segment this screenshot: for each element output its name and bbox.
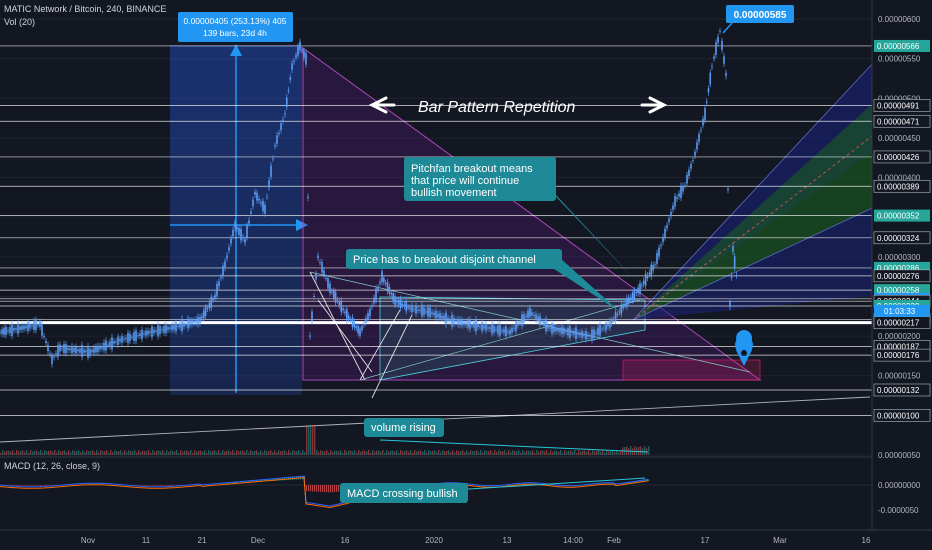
macd-tick-label: -0.0000050 xyxy=(878,506,919,515)
price-level-label: 0.00000566 xyxy=(877,42,920,51)
price-tick-label: 0.00000400 xyxy=(878,174,921,183)
price-tick-label: 0.00000150 xyxy=(878,372,921,381)
volume-indicator-label: Vol (20) xyxy=(4,17,35,27)
candles xyxy=(0,27,738,368)
disjoint-callout-text: Price has to breakout disjoint channel xyxy=(353,254,536,266)
time-tick-label: 16 xyxy=(862,536,871,545)
volume-callout-text: volume rising xyxy=(371,422,436,434)
target-zone xyxy=(622,359,761,381)
time-tick-label: 17 xyxy=(701,536,710,545)
price-level-label: 0.00000176 xyxy=(877,351,920,360)
measure-label[interactable]: 0.00000405 (253.13%) 405 139 bars, 23d 4… xyxy=(178,12,293,42)
macd-tick-label: 0.00000000 xyxy=(878,481,921,490)
macd-callout-box xyxy=(340,483,468,503)
price-level-label: 0.00000258 xyxy=(877,286,920,295)
measure-label-line1: 0.00000405 (253.13%) 405 xyxy=(183,16,286,26)
macd-indicator-label: MACD (12, 26, close, 9) xyxy=(4,461,100,471)
price-tick-label: 0.00000200 xyxy=(878,332,921,341)
price-level-label: 0.00000187 xyxy=(877,342,920,351)
disjoint-callout-box xyxy=(346,249,562,269)
peak-label[interactable]: 0.00000585 xyxy=(722,5,794,34)
countdown-badge xyxy=(874,304,930,317)
time-tick-label: 11 xyxy=(142,536,151,545)
fan-median xyxy=(632,129,881,321)
price-level-badge xyxy=(873,348,931,362)
time-tick-label: Nov xyxy=(81,536,95,545)
fan-green xyxy=(633,50,932,320)
macd-axis: 0.00000000 -0.0000050 xyxy=(878,481,921,515)
measure-label-line2: 139 bars, 23d 4h xyxy=(203,28,267,38)
price-level-label: 0.00000132 xyxy=(877,386,920,395)
countdown-label: 01:03:33 xyxy=(884,307,916,316)
time-axis[interactable]: Nov 11 21 Dec 16 2020 13 14:00 Feb 17 Mar 16 xyxy=(81,536,871,545)
price-tick-label: 0.00000500 xyxy=(878,94,921,103)
price-level-badge xyxy=(873,150,931,164)
price-level-badge xyxy=(873,383,931,397)
price-level-badge xyxy=(873,99,931,112)
diag-line-d xyxy=(371,314,413,399)
peak-label-text: 0.00000585 xyxy=(734,10,787,21)
macd-callout-text: MACD crossing bullish xyxy=(347,488,458,500)
price-level-label: 0.00000324 xyxy=(877,234,920,243)
pitchfan-callout[interactable]: Pitchfan breakout means that price will c… xyxy=(404,157,640,285)
pitchfan-callout-pointer xyxy=(540,180,640,285)
volume-callout[interactable]: volume rising xyxy=(364,418,444,437)
peak-label-box xyxy=(726,5,794,23)
pitch-line-2 xyxy=(359,299,641,381)
price-level-label: 0.00000471 xyxy=(877,117,920,126)
price-level-label: 0.00000286 xyxy=(877,264,920,273)
pitchfan-callout-text: Pitchfan breakout means that price will c… xyxy=(411,163,533,199)
price-tick-label: 0.00000450 xyxy=(878,134,921,143)
price-level-badge xyxy=(873,114,931,128)
time-tick-label: 13 xyxy=(503,536,512,545)
price-level-label: 0.00000426 xyxy=(877,153,920,162)
bar-pattern-annotation: Bar Pattern Repetition xyxy=(418,99,576,116)
symbol-title: MATIC Network / Bitcoin, 240, BINANCE xyxy=(4,4,166,14)
price-tick-label: 0.00000300 xyxy=(878,253,921,262)
location-pin-icon[interactable] xyxy=(735,330,753,366)
time-tick-label: 21 xyxy=(198,536,207,545)
price-level-label: 0.00000217 xyxy=(877,319,920,328)
price-level-label: 0.00000352 xyxy=(877,212,920,221)
time-tick-label: Dec xyxy=(251,536,265,545)
price-axis[interactable]: 0.00000600 0.00000550 0.00000500 0.00000450… xyxy=(873,15,931,460)
price-tick-label: 0.00000050 xyxy=(878,451,921,460)
macd-callout[interactable]: MACD crossing bullish xyxy=(340,483,468,503)
time-tick-label: 16 xyxy=(341,536,350,545)
arrow-left-icon xyxy=(368,96,396,114)
price-level-badge xyxy=(874,39,930,52)
price-level-badge xyxy=(873,269,931,283)
time-tick-label: Mar xyxy=(773,536,787,545)
time-tick-label: Feb xyxy=(607,536,621,545)
arrow-right-icon xyxy=(640,96,668,114)
measure-label-box xyxy=(178,12,293,42)
price-level-label: 0.00000276 xyxy=(877,272,920,281)
time-tick-label: 2020 xyxy=(425,536,443,545)
pitchfan-callout-box xyxy=(404,157,556,201)
disjoint-callout-pointer xyxy=(548,258,620,312)
disjoint-callout[interactable]: Price has to breakout disjoint channel xyxy=(346,249,620,312)
price-tick-label: 0.00000600 xyxy=(878,15,921,24)
price-level-badge xyxy=(873,231,931,245)
price-level-label: 0.00000491 xyxy=(877,101,920,110)
price-level-badge xyxy=(873,409,931,422)
peak-label-pointer xyxy=(722,22,733,34)
price-tick-label: 0.00000550 xyxy=(878,55,921,64)
volume-callout-box xyxy=(364,418,444,437)
volume-bars xyxy=(0,425,650,455)
price-level-badge xyxy=(873,179,931,193)
price-level-badge xyxy=(874,209,930,222)
descending-triangle xyxy=(302,47,762,381)
price-level-label: 0.00000389 xyxy=(877,182,920,191)
diag-line-b xyxy=(317,299,373,373)
price-level-label: 0.00000100 xyxy=(877,411,920,420)
time-tick-label: 14:00 xyxy=(563,536,584,545)
volume-trend-line xyxy=(379,439,649,453)
